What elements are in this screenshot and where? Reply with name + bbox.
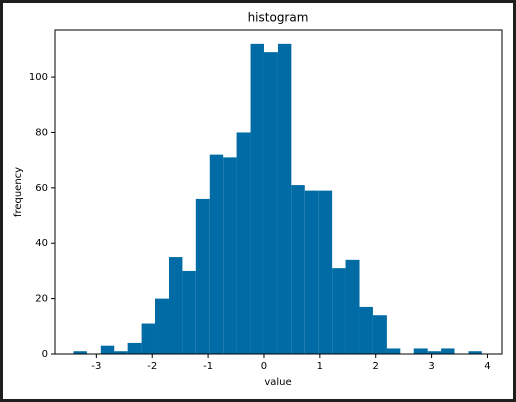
bar xyxy=(468,351,482,354)
bar xyxy=(413,348,428,354)
bar xyxy=(114,351,128,354)
x-tick-label: 2 xyxy=(373,361,379,372)
bar xyxy=(168,257,183,354)
y-tick-label: 20 xyxy=(35,294,48,305)
bar xyxy=(209,154,224,354)
x-tick-label: 4 xyxy=(484,361,490,372)
bar xyxy=(318,190,333,354)
bar xyxy=(155,298,169,354)
bar xyxy=(427,351,442,354)
bar xyxy=(236,132,251,354)
bar xyxy=(441,348,455,354)
chart-title: histogram xyxy=(248,11,309,25)
bar xyxy=(73,351,87,354)
bar xyxy=(127,342,142,354)
bar xyxy=(304,190,319,354)
y-axis-label: frequency xyxy=(13,167,24,217)
bar xyxy=(332,268,346,354)
bar xyxy=(277,43,292,354)
plot-frame xyxy=(54,29,503,355)
x-tick-label: -3 xyxy=(91,361,101,372)
y-tick-label: 0 xyxy=(42,349,48,360)
x-tick-label: -1 xyxy=(203,361,213,372)
y-tick-label: 60 xyxy=(35,183,48,194)
bar xyxy=(250,43,264,354)
x-tick-label: -2 xyxy=(147,361,157,372)
bar xyxy=(141,323,156,354)
bar xyxy=(182,270,196,354)
bar xyxy=(386,348,401,354)
y-tick-label: 100 xyxy=(29,72,48,83)
bar xyxy=(291,185,305,354)
x-axis-label: value xyxy=(264,377,291,388)
x-tick-label: 1 xyxy=(317,361,323,372)
bar xyxy=(263,52,278,355)
y-tick-label: 40 xyxy=(35,238,48,249)
bar xyxy=(195,198,210,354)
bar xyxy=(345,259,360,354)
bar xyxy=(359,306,373,354)
bar xyxy=(223,157,237,354)
bar xyxy=(100,345,115,354)
bar xyxy=(372,315,387,354)
x-tick-label: 0 xyxy=(261,361,267,372)
y-tick-label: 80 xyxy=(35,127,48,138)
x-tick-label: 3 xyxy=(428,361,434,372)
